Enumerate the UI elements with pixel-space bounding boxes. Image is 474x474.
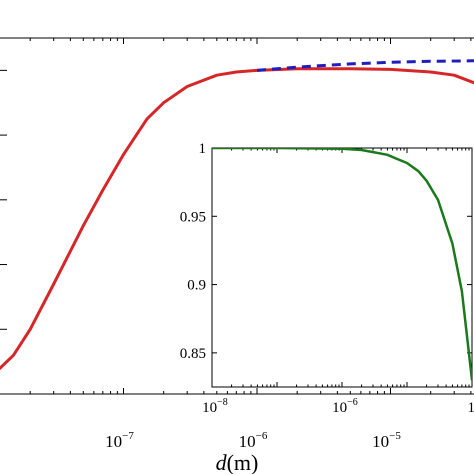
x-axis-label-unit: (m): [227, 450, 259, 474]
inset-y-tick-label: 0.95: [180, 209, 206, 225]
main-plot: 10−8 10−7 10−6 10−5: [0, 37, 474, 451]
inset-plot: 1 0.95 0.9 0.85 10−8 10−6 10: [180, 141, 474, 416]
inset-series-line-1: [212, 148, 472, 381]
inset-y-tick-label: 0.85: [180, 346, 206, 362]
x-tick-label: 10−5: [372, 430, 401, 451]
inset-x-tick-label: 10−6: [332, 397, 358, 416]
x-tick-label: 10−6: [239, 430, 268, 451]
x-axis-label-var: d: [216, 450, 228, 474]
inset-x-tick-label: 10: [468, 400, 474, 416]
inset-y-tick-label: 0.9: [187, 278, 206, 294]
x-tick-label: 10−8: [0, 430, 1, 451]
series-line-1: [0, 67, 474, 371]
inset-axes-frame: [211, 147, 473, 388]
inset-x-tick-label: 10−8: [202, 397, 228, 416]
x-tick-label: 10−7: [105, 430, 134, 451]
x-axis-label: d(m): [216, 450, 259, 474]
inset-y-tick-label: 1: [199, 141, 207, 157]
